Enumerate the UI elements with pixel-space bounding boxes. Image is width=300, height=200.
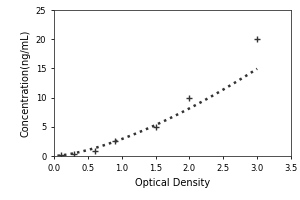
Point (187, 96, 192, 99)
Point (255, 38, 260, 41)
Point (112, 140, 117, 143)
X-axis label: Optical Density: Optical Density (135, 178, 210, 188)
Point (72, 153, 77, 156)
Point (153, 125, 158, 128)
Y-axis label: Concentration(ng/mL): Concentration(ng/mL) (20, 29, 30, 137)
Point (58, 153, 63, 157)
Point (92, 150, 97, 153)
